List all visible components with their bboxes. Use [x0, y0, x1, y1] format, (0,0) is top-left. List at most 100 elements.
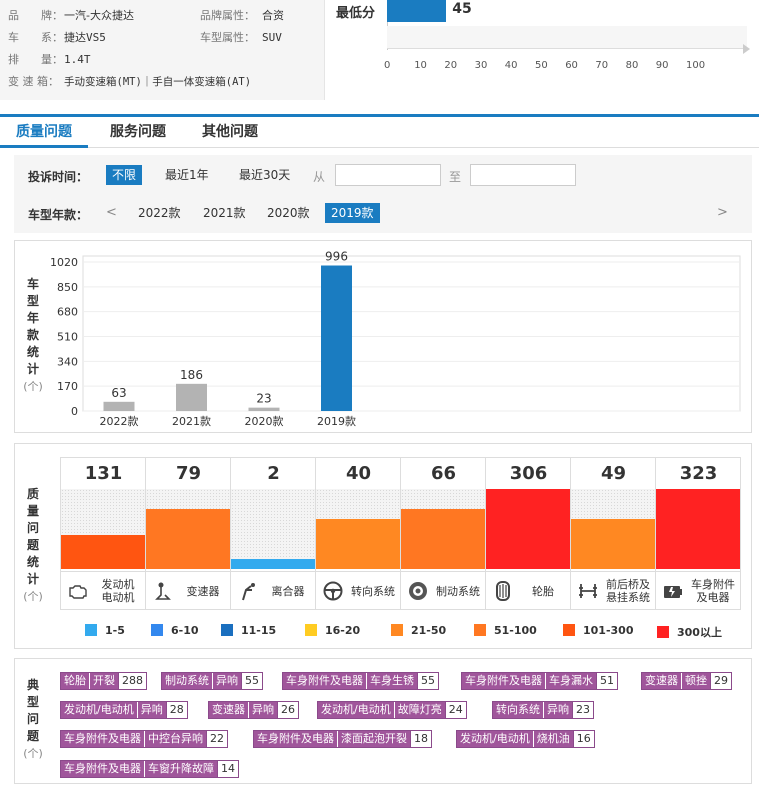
- quality-category-cell[interactable]: 323 车身附件 及电器: [656, 458, 741, 610]
- category-label: 离合器: [271, 584, 305, 598]
- year-bar-chart: 0 170 340 510 680 850 1020 63 2022款 186 2021款 23 202…: [50, 250, 741, 428]
- issue-tag[interactable]: 发动机/电动机 故障灯亮 24: [317, 701, 467, 719]
- year-option-2020[interactable]: 2020款: [267, 206, 310, 220]
- issue-subtype: 车窗升降故障: [144, 761, 217, 777]
- legend-item: 101-300: [563, 624, 634, 638]
- issue-tag[interactable]: 发动机/电动机 异响 28: [60, 701, 188, 719]
- issue-count: 55: [241, 673, 262, 689]
- year-prev-button[interactable]: <: [106, 205, 117, 220]
- legend-label: 51-100: [494, 624, 537, 637]
- issue-subtype: 顿挫: [681, 673, 710, 689]
- issue-count: 18: [410, 731, 431, 747]
- issue-count: 16: [572, 731, 594, 747]
- bar-value-label: 996: [325, 250, 348, 264]
- quality-grid: 131 发动机 电动机 79 变速器 2 离合器 40 转向系统 66 制动系统 306 轮胎 49 前后桥…: [60, 457, 741, 610]
- vertical-label-char: 质: [26, 487, 39, 501]
- date-to-input[interactable]: [470, 164, 576, 186]
- issue-tag[interactable]: 车身附件及电器 中控台异响 22: [60, 730, 228, 748]
- unit-label: (个): [23, 590, 43, 603]
- brand-value: 一汽-大众捷达: [64, 9, 134, 22]
- issue-tag[interactable]: 变速器 异响 26: [208, 701, 299, 719]
- x-tick-label: 2019款: [317, 414, 356, 428]
- year-bar[interactable]: [248, 407, 280, 411]
- quality-category-cell[interactable]: 79 变速器: [146, 458, 231, 610]
- quality-category-cell[interactable]: 66 制动系统: [401, 458, 486, 610]
- date-from-input[interactable]: [335, 164, 441, 186]
- tab-other[interactable]: 其他问题: [202, 124, 258, 140]
- gearbox-row: 变 速 箱： 手动变速箱(MT)｜手自一体变速箱(AT): [8, 72, 251, 92]
- vertical-label-char: 计: [26, 572, 39, 586]
- from-label: 从: [313, 170, 326, 184]
- year-bar[interactable]: [103, 401, 135, 411]
- score-axis: [387, 0, 388, 50]
- series-value: 捷达VS5: [64, 31, 106, 44]
- quality-category-cell[interactable]: 306 轮胎: [486, 458, 571, 610]
- issue-tag[interactable]: 车身附件及电器 车身漏水 51: [461, 672, 618, 690]
- year-option-2019[interactable]: 2019款: [325, 203, 380, 223]
- category-bar: [146, 509, 230, 569]
- issue-count: 24: [444, 702, 466, 718]
- legend-swatch: [151, 624, 163, 636]
- type-value: SUV: [262, 31, 282, 44]
- issue-count: 26: [277, 702, 298, 718]
- issue-tag[interactable]: 车身附件及电器 漆面起泡开裂 18: [253, 730, 432, 748]
- time-option-30days[interactable]: 最近30天: [239, 168, 291, 182]
- vertical-label-char: 问: [26, 521, 39, 535]
- gearbox-label: 变 速 箱：: [8, 75, 59, 88]
- legend-label: 300以上: [677, 626, 722, 639]
- quality-category-cell[interactable]: 131 发动机 电动机: [61, 458, 146, 610]
- year-bar[interactable]: [321, 265, 352, 411]
- vertical-label-char: 计: [26, 362, 39, 376]
- quality-category-cell[interactable]: 2 离合器: [231, 458, 316, 610]
- brand-attr-value: 合资: [262, 9, 284, 22]
- issue-tag[interactable]: 车身附件及电器 车身生锈 55: [282, 672, 439, 690]
- issue-tag[interactable]: 制动系统 异响 55: [161, 672, 263, 690]
- category-bar: [61, 534, 145, 569]
- category-label-box: 车身附件 及电器: [656, 571, 741, 610]
- category-count: 40: [345, 463, 372, 484]
- gear-shift-icon: [152, 580, 174, 602]
- quality-category-cell[interactable]: 40 转向系统: [316, 458, 401, 610]
- issue-count: 55: [417, 673, 438, 689]
- issue-subtype: 故障灯亮: [393, 702, 445, 718]
- x-tick-label: 2020款: [245, 414, 284, 428]
- to-label: 至: [449, 170, 462, 184]
- issue-subtype: 异响: [212, 673, 241, 689]
- tab-service[interactable]: 服务问题: [110, 124, 166, 140]
- clutch-icon: [237, 580, 259, 602]
- unit-label: (个): [23, 380, 43, 393]
- y-tick-label: 0: [71, 405, 78, 418]
- year-next-button[interactable]: >: [717, 205, 728, 220]
- year-option-2021[interactable]: 2021款: [203, 206, 246, 220]
- brake-disc-icon: [407, 580, 429, 602]
- quality-category-cell[interactable]: 49 前后桥及 悬挂系统: [571, 458, 656, 610]
- category-count: 323: [679, 463, 718, 484]
- year-bar[interactable]: [176, 383, 207, 411]
- issue-subtype: 异响: [543, 702, 572, 718]
- issue-tag[interactable]: 变速器 顿挫 29: [641, 672, 732, 690]
- legend-label: 11-15: [241, 624, 277, 637]
- issue-category: 制动系统: [162, 673, 212, 689]
- issue-tag[interactable]: 轮胎 开裂 288: [60, 672, 147, 690]
- score-baseline: [387, 48, 747, 49]
- time-option-all[interactable]: 不限: [106, 165, 143, 185]
- bar-value-label: 23: [256, 392, 271, 406]
- bar-background: [231, 489, 315, 569]
- legend-item: 1-5: [85, 624, 125, 638]
- vertical-label-char: 型: [26, 294, 39, 308]
- category-bar: [486, 489, 570, 569]
- issue-tag[interactable]: 发动机/电动机 烧机油 16: [456, 730, 595, 748]
- issue-category: 车身附件及电器: [254, 731, 337, 747]
- legend-swatch: [391, 624, 403, 636]
- issue-count: 23: [572, 702, 593, 718]
- score-tick-label: 50: [535, 60, 548, 71]
- vertical-label-char: 统: [26, 555, 39, 569]
- year-option-2022[interactable]: 2022款: [138, 206, 181, 220]
- legend-swatch: [563, 624, 575, 636]
- time-option-1year[interactable]: 最近1年: [165, 168, 209, 182]
- issue-tag[interactable]: 转向系统 异响 23: [492, 701, 594, 719]
- displacement-value: 1.4T: [64, 53, 91, 66]
- issue-tag[interactable]: 车身附件及电器 车窗升降故障 14: [60, 760, 239, 778]
- tab-quality[interactable]: 质量问题: [0, 117, 88, 148]
- category-bar: [401, 509, 485, 569]
